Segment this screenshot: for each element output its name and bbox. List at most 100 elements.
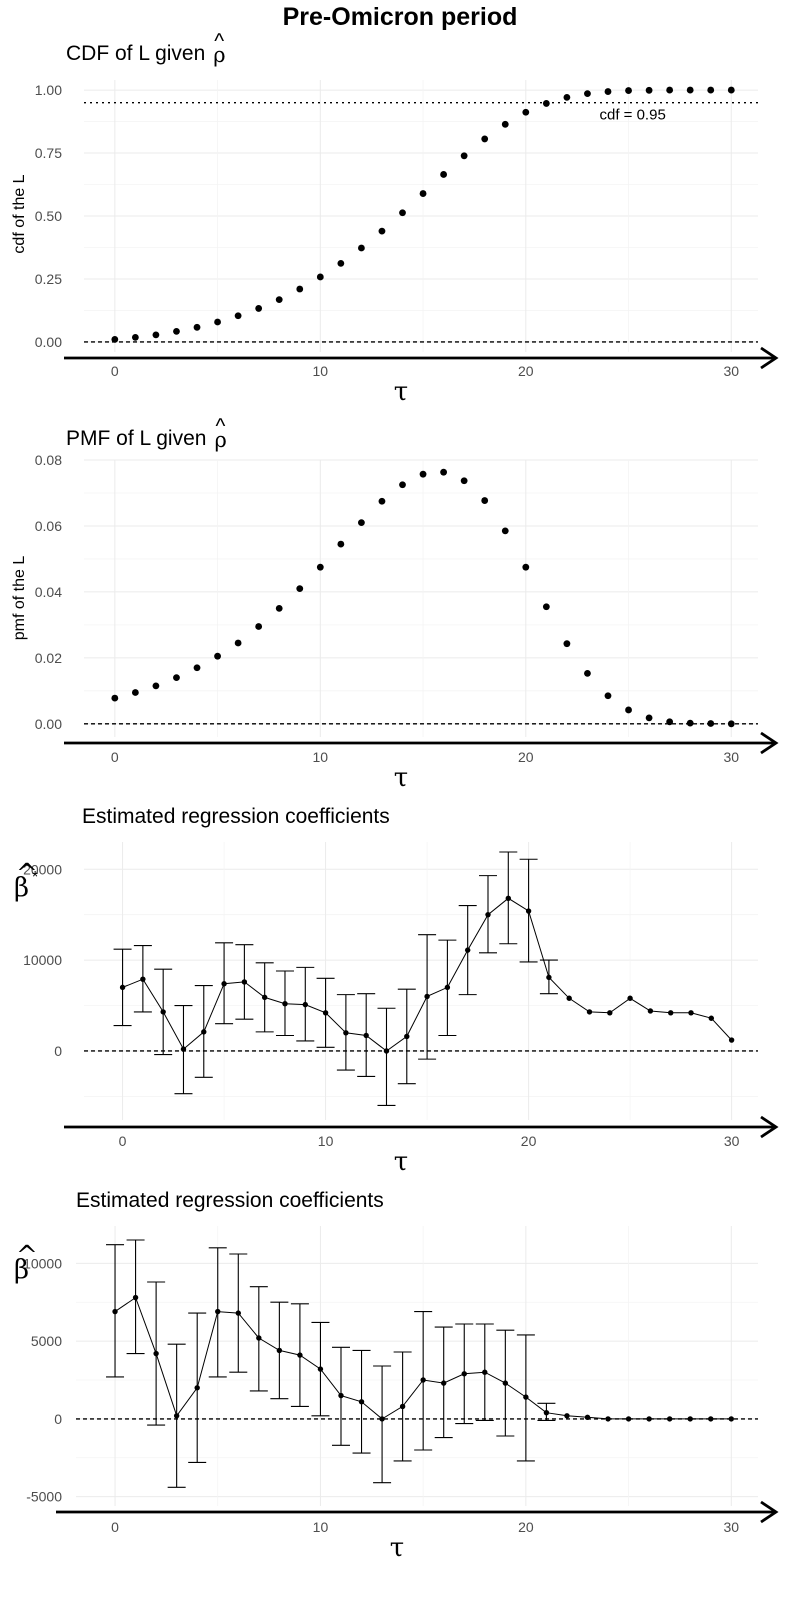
data-point	[525, 908, 532, 914]
data-point	[214, 318, 221, 326]
x-tick-label: 20	[518, 1519, 534, 1535]
y-tick-label: 10000	[23, 1255, 62, 1271]
data-point	[647, 1008, 654, 1014]
data-point	[261, 994, 268, 1001]
x-axis-label: τ	[394, 763, 408, 793]
data-point	[111, 336, 119, 343]
data-point	[363, 1032, 369, 1039]
data-point	[275, 296, 283, 304]
data-point	[728, 1416, 734, 1422]
data-point	[255, 305, 263, 312]
data-point	[302, 1001, 308, 1008]
data-point	[234, 639, 242, 647]
y-tick-label: 0.25	[35, 271, 62, 287]
x-axis-arrowhead	[760, 1500, 779, 1524]
data-point	[383, 1048, 390, 1054]
data-point	[584, 669, 591, 677]
x-tick-label: 10	[313, 1519, 329, 1535]
data-point	[132, 1294, 139, 1301]
data-point	[604, 692, 612, 700]
data-point	[112, 1308, 118, 1315]
y-tick-label: 0.00	[35, 716, 62, 732]
x-tick-label: 0	[111, 749, 119, 765]
data-point	[625, 706, 632, 714]
data-point	[111, 694, 119, 702]
y-axis-label-beta: β	[14, 1255, 29, 1285]
y-tick-label: 10000	[23, 952, 62, 968]
y-axis-label-star: *	[32, 869, 38, 886]
panel-title: Estimated regression coefficients	[76, 1189, 384, 1212]
data-point	[604, 88, 612, 95]
x-tick-label: 20	[521, 1133, 537, 1149]
data-point	[505, 895, 511, 902]
data-point	[296, 285, 304, 293]
data-point	[584, 1414, 591, 1421]
data-point	[444, 984, 451, 991]
data-point	[379, 1416, 385, 1422]
data-point	[522, 108, 530, 116]
data-point	[337, 259, 345, 267]
data-point	[173, 327, 180, 335]
data-point	[501, 527, 509, 535]
y-tick-label: 0.08	[35, 452, 62, 468]
data-point	[255, 623, 263, 630]
data-point	[193, 323, 201, 331]
data-point	[338, 1392, 344, 1399]
data-point	[322, 1010, 329, 1016]
data-point	[645, 86, 653, 94]
x-tick-label: 30	[723, 749, 739, 765]
data-point	[131, 689, 139, 696]
data-point	[152, 331, 160, 339]
x-tick-label: 0	[119, 1133, 127, 1149]
data-point	[542, 603, 550, 611]
y-tick-label: 0.06	[35, 518, 62, 534]
panel-1: cdf = 0.95 0 10 20 30 τ 0.00 0.25 0.50 0.75 1.00 cd…	[11, 30, 779, 407]
data-point	[625, 1416, 632, 1422]
x-tick-label: 10	[313, 363, 329, 379]
y-tick-label: 0	[54, 1043, 62, 1059]
data-point	[523, 1394, 529, 1400]
cdf-095-annotation: cdf = 0.95	[599, 107, 665, 124]
data-point	[605, 1416, 611, 1422]
data-point	[686, 719, 694, 727]
x-tick-label: 10	[318, 1133, 334, 1149]
y-axis-label-beta: β	[14, 873, 29, 903]
x-tick-label: 20	[518, 749, 534, 765]
panel-title-rho-hat: ^	[214, 30, 224, 53]
data-point	[666, 86, 674, 94]
data-point	[358, 519, 365, 527]
data-point	[707, 720, 715, 727]
data-point	[668, 1010, 674, 1016]
data-point	[460, 477, 468, 485]
data-point	[563, 640, 571, 648]
data-point	[708, 1015, 715, 1021]
y-tick-label: 0	[54, 1411, 62, 1427]
data-point	[399, 481, 406, 489]
data-point	[481, 497, 489, 504]
data-point	[234, 312, 242, 320]
y-tick-label: 1.00	[35, 82, 62, 98]
data-point	[708, 1416, 714, 1422]
y-tick-label: 0.00	[35, 334, 62, 350]
y-tick-label: 20000	[23, 861, 62, 877]
data-point	[282, 1001, 288, 1007]
data-point	[688, 1010, 694, 1016]
data-point	[686, 86, 694, 94]
data-point	[399, 209, 406, 217]
data-point	[687, 1416, 693, 1422]
y-tick-label: 0.02	[35, 650, 62, 666]
data-point	[666, 1416, 673, 1422]
x-axis-label: τ	[390, 1533, 404, 1563]
data-point	[173, 1413, 180, 1419]
x-axis-label: τ	[394, 377, 408, 407]
data-point	[241, 979, 248, 985]
data-point	[441, 1380, 447, 1386]
x-tick-label: 10	[313, 749, 329, 765]
data-point	[297, 1352, 303, 1358]
panel-2: 0 10 20 30 τ 0.00 0.02 0.04 0.06 0.08 pmf of the L…	[11, 415, 779, 793]
data-point	[542, 100, 550, 107]
y-tick-label: 5000	[31, 1333, 62, 1349]
y-tick-label: -5000	[26, 1489, 62, 1505]
